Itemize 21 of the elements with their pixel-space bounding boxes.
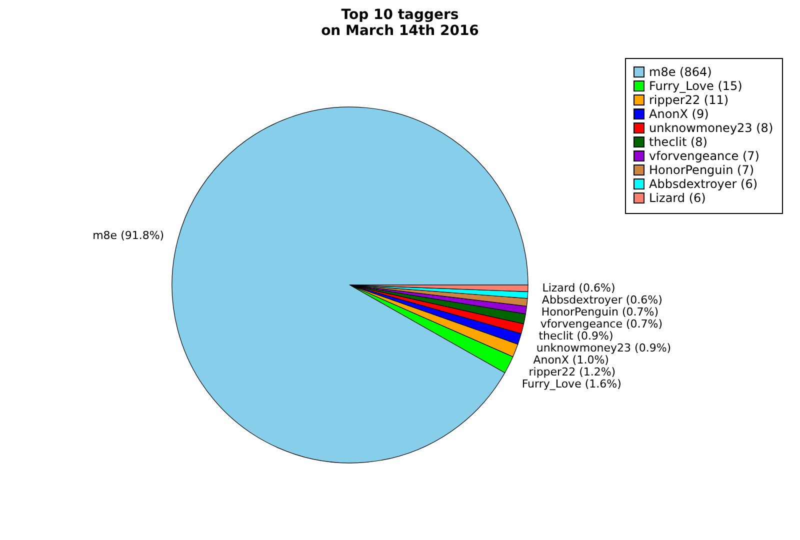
legend-label: Abbsdextroyer (6) <box>649 177 758 191</box>
data-label: HonorPenguin (0.7%) <box>541 306 659 319</box>
data-label: m8e (91.8%) <box>92 229 164 242</box>
legend-label: vforvengeance (7) <box>649 149 760 163</box>
chart-title: Top 10 taggers on March 14th 2016 <box>321 7 479 39</box>
legend-label: Lizard (6) <box>649 191 706 205</box>
data-label: Lizard (0.6%) <box>542 282 616 295</box>
legend-label: m8e (864) <box>649 65 712 79</box>
legend-label: AnonX (9) <box>649 107 709 121</box>
legend-label: theclit (8) <box>649 135 708 149</box>
data-label: theclit (0.9%) <box>538 330 614 343</box>
data-label: Abbsdextroyer (0.6%) <box>542 294 662 307</box>
legend-label: HonorPenguin (7) <box>649 163 754 177</box>
data-label: unknowmoney23 (0.9%) <box>536 342 672 355</box>
legend-label: unknowmoney23 (8) <box>649 121 774 135</box>
legend-label: ripper22 (11) <box>649 93 729 107</box>
data-label: AnonX (1.0%) <box>533 354 609 367</box>
data-label: ripper22 (1.2%) <box>528 366 616 379</box>
data-label: vforvengeance (0.7%) <box>540 318 663 331</box>
data-label: Furry_Love (1.6%) <box>522 378 622 391</box>
legend-label: Furry_Love (15) <box>649 79 742 93</box>
